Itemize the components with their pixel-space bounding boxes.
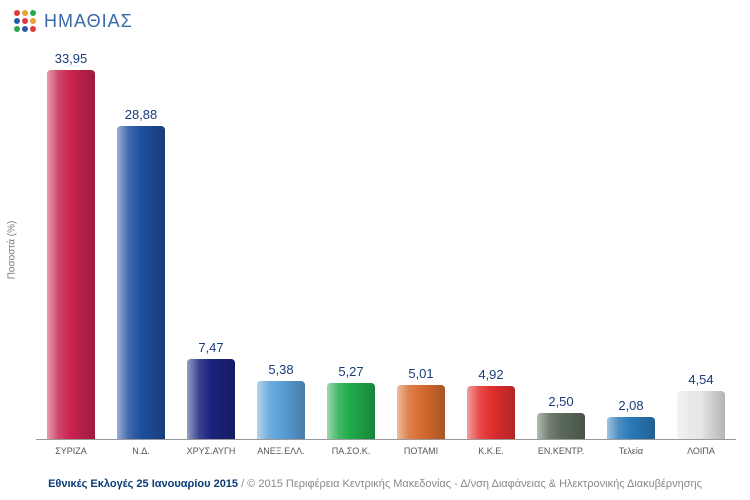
bar-slot: 28,88Ν.Δ. xyxy=(106,48,176,440)
bar-value-label: 33,95 xyxy=(55,51,88,66)
bar-slot: 2,50ΕΝ.ΚΕΝΤΡ. xyxy=(526,48,596,440)
bar-slot: 5,01ΠΟΤΑΜΙ xyxy=(386,48,456,440)
bar xyxy=(327,383,375,440)
bar xyxy=(607,417,655,440)
bar xyxy=(467,386,515,440)
bar-value-label: 4,92 xyxy=(478,367,503,382)
bar-value-label: 5,38 xyxy=(268,362,293,377)
bar-value-label: 7,47 xyxy=(198,340,223,355)
logo-dot xyxy=(22,10,28,16)
footer: Εθνικές Εκλογές 25 Ιανουαρίου 2015 / © 2… xyxy=(0,478,750,490)
bar xyxy=(397,385,445,440)
bar-category-label: ΕΝ.ΚΕΝΤΡ. xyxy=(538,446,584,456)
bar-value-label: 4,54 xyxy=(688,372,713,387)
bar-category-label: ΠΑ.ΣΟ.Κ. xyxy=(332,446,371,456)
bar-slot: 7,47ΧΡΥΣ.ΑΥΓΗ xyxy=(176,48,246,440)
bar-category-label: ΠΟΤΑΜΙ xyxy=(404,446,438,456)
bar xyxy=(187,359,235,440)
bar-chart: 33,95ΣΥΡΙΖΑ28,88Ν.Δ.7,47ΧΡΥΣ.ΑΥΓΗ5,38ΑΝΕ… xyxy=(36,48,736,440)
logo-dot xyxy=(22,26,28,32)
logo-dots xyxy=(14,10,36,32)
bar-category-label: Κ.Κ.Ε. xyxy=(478,446,504,456)
bar-value-label: 2,08 xyxy=(618,398,643,413)
bar-category-label: ΑΝΕΞ.ΕΛΛ. xyxy=(257,446,304,456)
bar-slot: 5,38ΑΝΕΞ.ΕΛΛ. xyxy=(246,48,316,440)
bar-category-label: Τελεία xyxy=(619,446,643,456)
logo-dot xyxy=(14,10,20,16)
logo-dot xyxy=(30,10,36,16)
bar-category-label: ΧΡΥΣ.ΑΥΓΗ xyxy=(187,446,236,456)
page-title: ΗΜΑΘΙΑΣ xyxy=(44,11,133,32)
bar xyxy=(537,413,585,440)
logo-dot xyxy=(14,18,20,24)
bar-value-label: 2,50 xyxy=(548,394,573,409)
bar-category-label: Ν.Δ. xyxy=(132,446,150,456)
bar-value-label: 5,27 xyxy=(338,364,363,379)
bar-slot: 33,95ΣΥΡΙΖΑ xyxy=(36,48,106,440)
footer-strong: Εθνικές Εκλογές 25 Ιανουαρίου 2015 xyxy=(48,478,238,490)
bar xyxy=(47,70,95,440)
footer-rest: / © 2015 Περιφέρεια Κεντρικής Μακεδονίας… xyxy=(238,478,702,490)
bar xyxy=(257,381,305,440)
x-axis-line xyxy=(36,439,736,440)
logo-dot xyxy=(22,18,28,24)
bar-slot: 4,54ΛΟΙΠΑ xyxy=(666,48,736,440)
bar-value-label: 5,01 xyxy=(408,366,433,381)
header: ΗΜΑΘΙΑΣ xyxy=(0,0,750,32)
y-axis-label: Ποσοστά (%) xyxy=(7,221,18,280)
logo-dot xyxy=(30,18,36,24)
logo-dot xyxy=(30,26,36,32)
bar-slot: 5,27ΠΑ.ΣΟ.Κ. xyxy=(316,48,386,440)
bar xyxy=(677,391,725,440)
bar-category-label: ΛΟΙΠΑ xyxy=(687,446,715,456)
bar-slot: 2,08Τελεία xyxy=(596,48,666,440)
logo-dot xyxy=(14,26,20,32)
bar-category-label: ΣΥΡΙΖΑ xyxy=(55,446,87,456)
bar xyxy=(117,126,165,440)
bar-value-label: 28,88 xyxy=(125,107,158,122)
bar-slot: 4,92Κ.Κ.Ε. xyxy=(456,48,526,440)
